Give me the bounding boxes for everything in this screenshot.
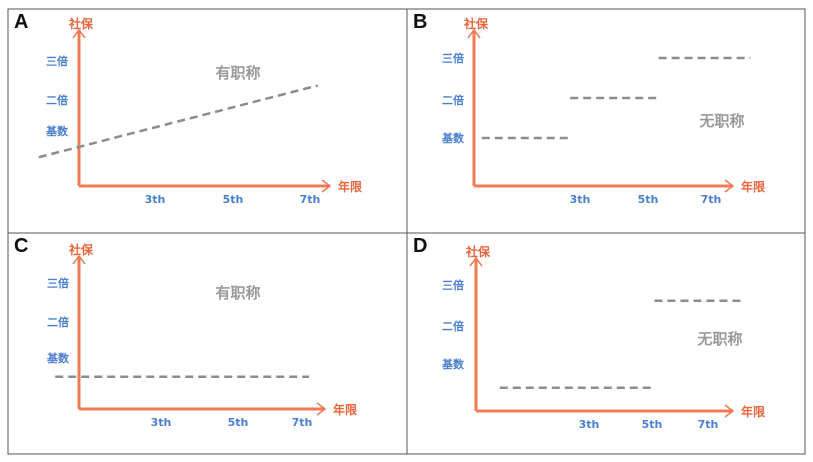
panel-a-y-tick-label: 基数 [45,124,69,138]
panel-d-x-tick-label: 7th [698,418,719,431]
panel-b-letter: B [413,11,427,33]
panel-a-x-tick-label: 5th [223,193,244,206]
panel-a-x-arrow-icon [321,179,332,193]
panel-b-annotation: 无职称 [698,112,744,130]
panel-c-y-tick-label: 三倍 [47,276,69,290]
panel-a-x-tick-label: 7th [300,193,321,206]
panel-a-y-axis-title: 社保 [68,16,94,31]
panel-c-x-tick-label: 7th [292,416,313,429]
panel-b-x-tick-label: 5th [638,193,659,206]
panel-a-annotation: 有职称 [215,64,260,82]
panel-b-y-tick-label: 三倍 [442,51,464,65]
panel-d-x-tick-label: 3th [579,418,600,431]
panel-a-series-line [38,84,319,159]
panel-d-y-arrow-icon [469,256,483,267]
panel-d-x-tick-label: 5th [642,418,663,431]
panel-a-y-arrow-icon [72,28,86,39]
panel-d-y-axis-title: 社保 [465,244,491,259]
panel-b-y-axis-title: 社保 [463,16,489,31]
panel-b-y-tick-label: 基数 [441,131,465,145]
panel-b-x-arrow-icon [724,179,735,193]
panel-c-letter: C [14,235,28,257]
panel-d-y-tick-label: 基数 [441,357,465,371]
panel-d-frame [406,232,806,455]
panel-d-y-tick-label: 三倍 [442,278,464,292]
panel-d-annotation: 无职称 [696,330,742,348]
panel-a-y-tick-label: 二倍 [46,93,68,107]
panel-d-letter: D [413,235,427,257]
panel-b-x-tick-label: 7th [701,193,722,206]
panel-c-y-tick-label: 基数 [46,351,70,365]
panel-a-frame [7,8,408,234]
panel-d-x-axis-title: 年限 [741,404,765,419]
panel-a-y-tick-label: 三倍 [46,54,68,68]
panel-a-x-tick-label: 3th [145,193,166,206]
panel-d-y-tick-label: 二倍 [442,319,464,333]
panel-b-x-axis-title: 年限 [741,179,765,194]
panel-d-x-arrow-icon [724,404,735,418]
panel-b-y-arrow-icon [467,28,481,39]
panel-c-x-tick-label: 5th [228,416,249,429]
panel-b-x-tick-label: 3th [570,193,591,206]
panel-c-y-arrow-icon [72,254,86,265]
panel-c-x-tick-label: 3th [151,416,172,429]
panel-c-frame [7,232,408,455]
panel-c-y-tick-label: 二倍 [47,315,69,329]
panel-b-y-tick-label: 二倍 [442,93,464,107]
panel-c-x-arrow-icon [316,402,327,416]
panel-b-frame [406,8,806,234]
panel-c-y-axis-title: 社保 [68,242,94,257]
panel-c-x-axis-title: 年限 [333,402,357,417]
panel-a-x-axis-title: 年限 [338,179,362,194]
panel-a-letter: A [14,11,28,33]
panel-c-annotation: 有职称 [215,284,260,302]
